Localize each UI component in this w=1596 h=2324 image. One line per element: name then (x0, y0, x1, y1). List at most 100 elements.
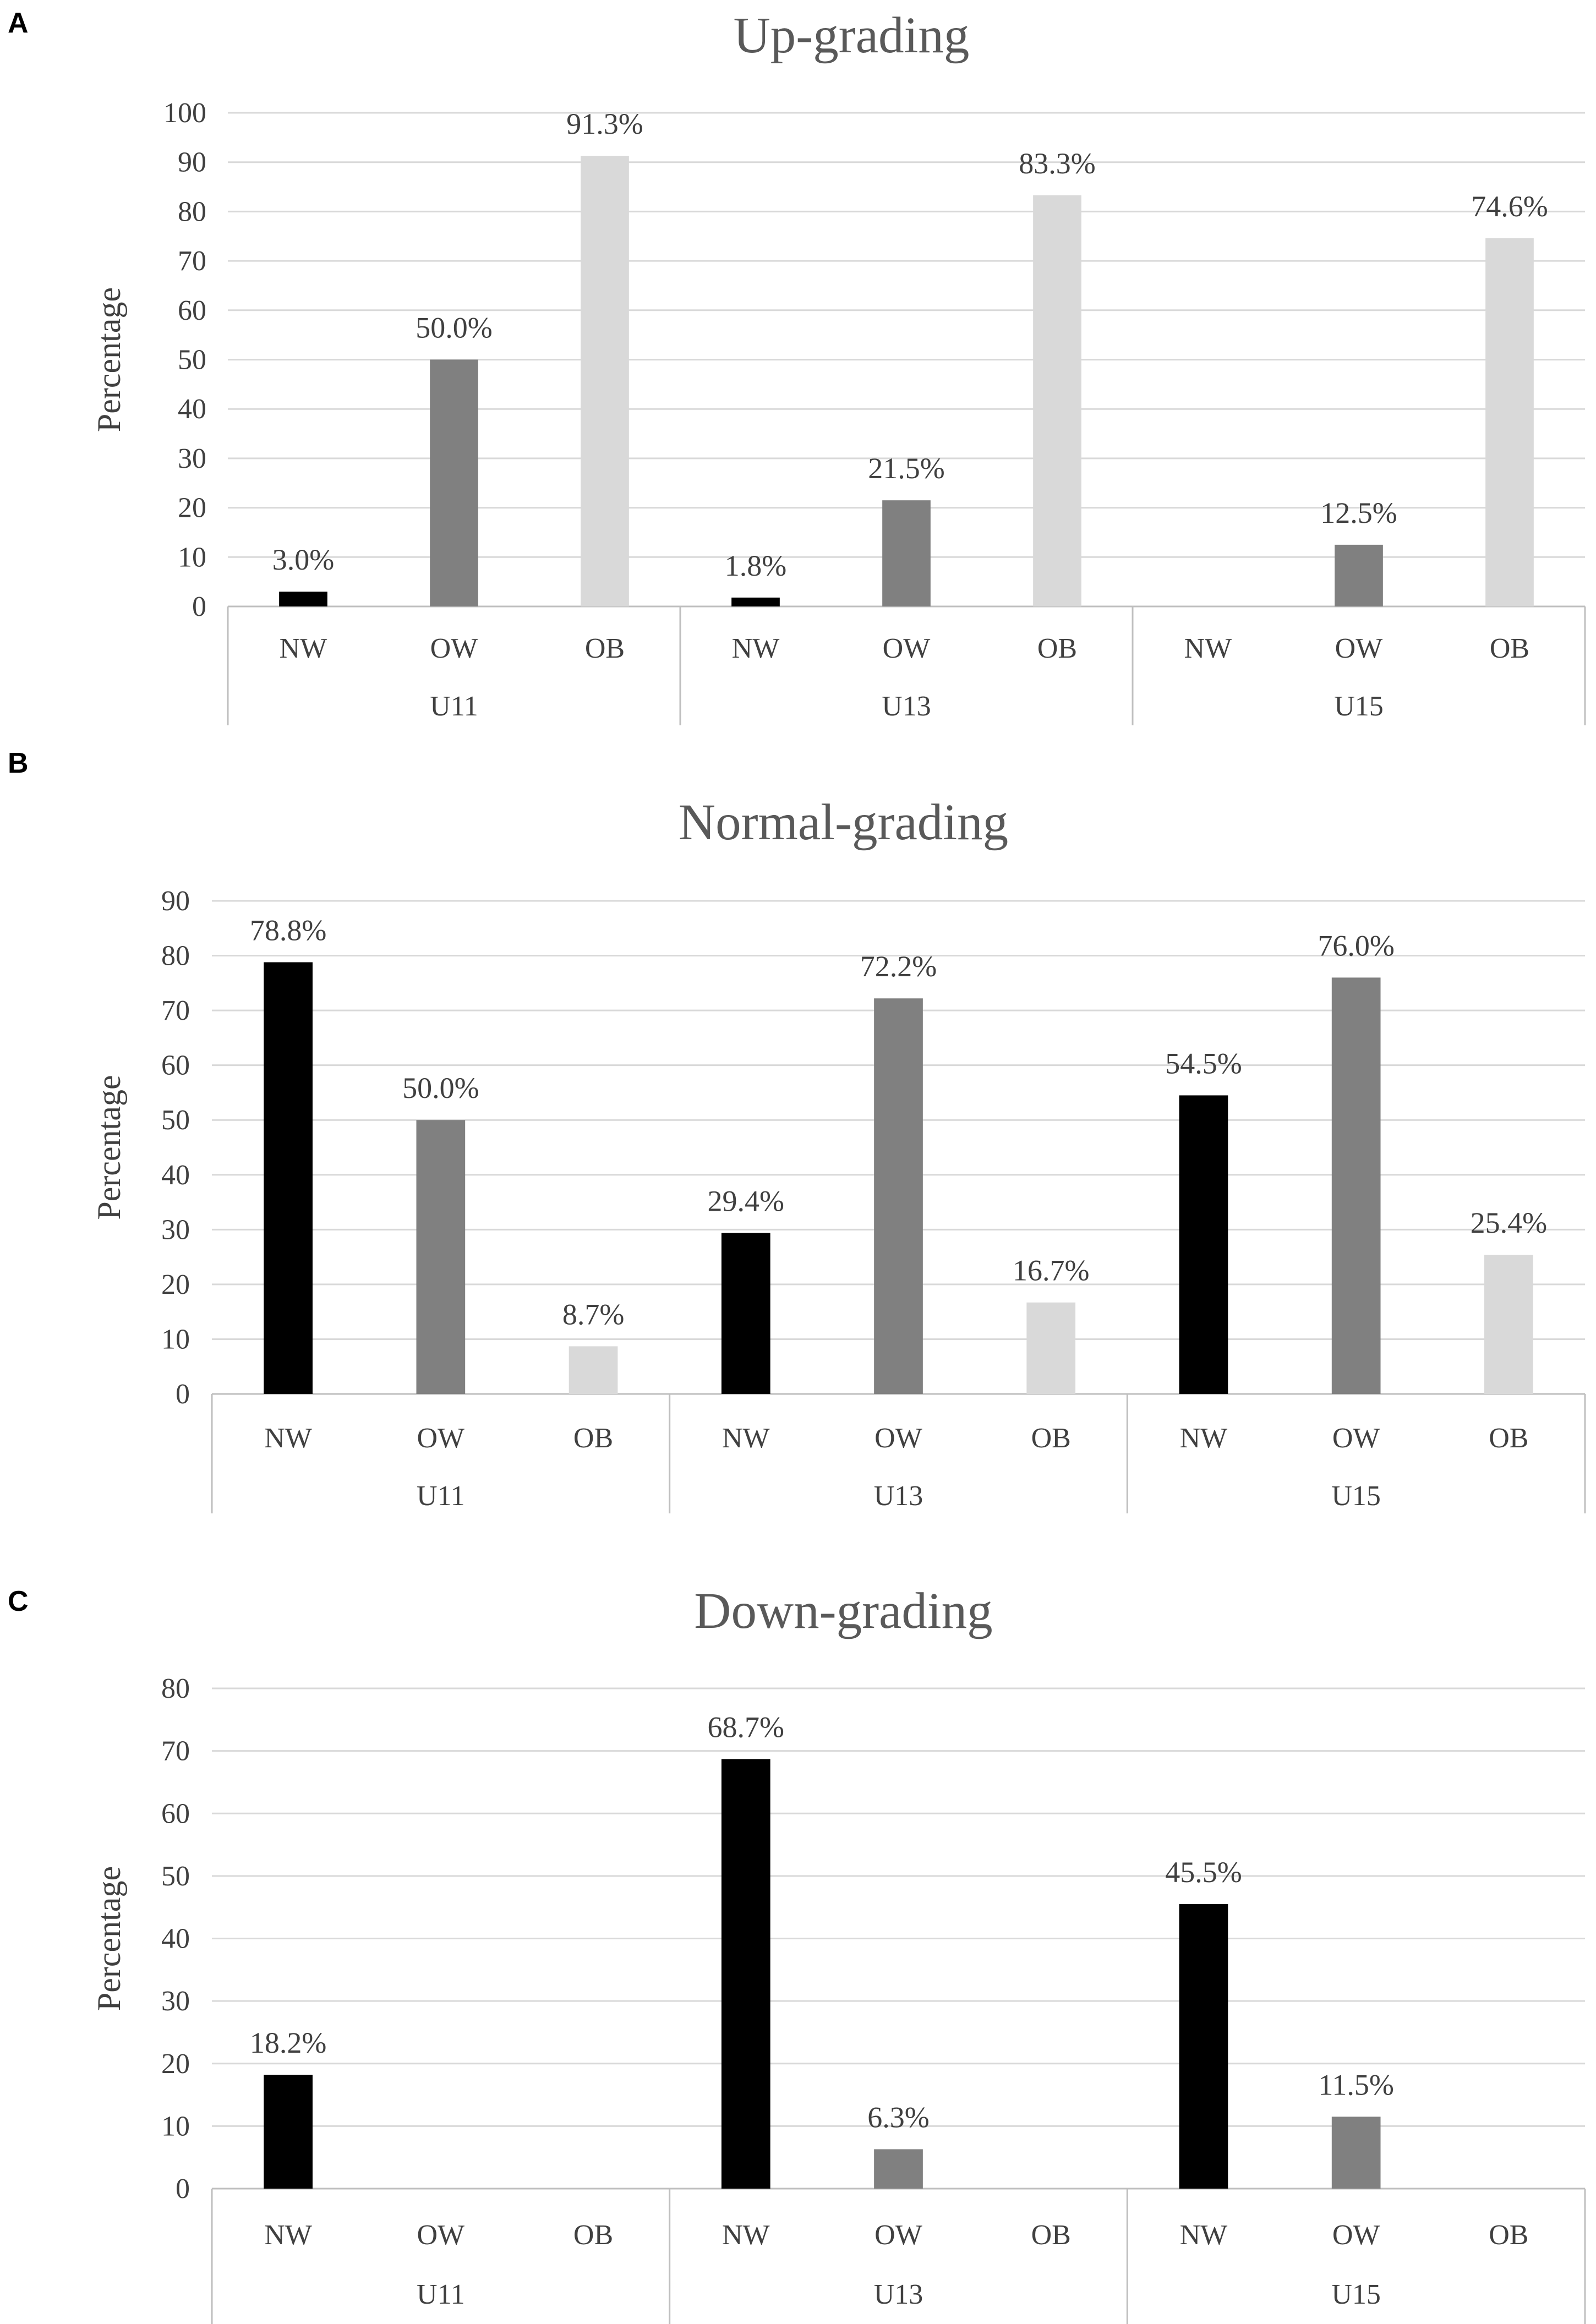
category-label: OB (1489, 2219, 1528, 2251)
bar (721, 1233, 770, 1394)
normal-grading-chart: Normal-grading Percentage 0 10 20 30 40 50 60 70 8… (91, 794, 1586, 1513)
category-label: OB (1489, 1423, 1528, 1454)
category-label: OW (1335, 633, 1383, 664)
data-label: 21.5% (868, 452, 944, 485)
category-label: NW (264, 2219, 312, 2251)
bar (279, 592, 327, 606)
group-label: U13 (882, 691, 931, 722)
panel-letter: A (8, 7, 29, 39)
category-label: OB (1031, 2219, 1071, 2251)
data-label: 68.7% (708, 1710, 784, 1743)
y-tick-label: 30 (161, 1986, 190, 2017)
panel-c: C Down-grading Percentage 0 10 20 30 40 50 60 70 8… (0, 1578, 1596, 2324)
category-label: OW (883, 633, 931, 664)
y-tick-label: 40 (161, 1923, 190, 1955)
category-label: NW (264, 1423, 312, 1454)
data-label: 78.8% (250, 914, 326, 947)
category-label: OB (1490, 633, 1529, 664)
category-label: OB (1037, 633, 1077, 664)
group-label: U11 (417, 2279, 465, 2310)
data-label: 18.2% (250, 2026, 326, 2059)
y-tick-label: 70 (161, 995, 190, 1026)
category-label: NW (1180, 1423, 1228, 1454)
y-tick-label: 60 (161, 1050, 190, 1081)
y-tick-label: 40 (161, 1160, 190, 1191)
y-axis-label: Percentage (91, 1866, 127, 2011)
bar (1335, 544, 1383, 606)
category-label: OB (573, 1423, 613, 1454)
panel-letter: C (8, 1585, 29, 1617)
data-label: 74.6% (1471, 190, 1548, 223)
y-tick-label: 70 (161, 1736, 190, 1767)
group-label: U11 (417, 1480, 465, 1512)
category-label: NW (1180, 2219, 1228, 2251)
y-tick-label: 90 (178, 147, 206, 178)
data-label: 91.3% (566, 107, 643, 140)
data-label: 6.3% (867, 2101, 929, 2134)
y-tick-label: 50 (161, 1104, 190, 1136)
y-tick-label: 90 (161, 885, 190, 917)
y-tick-label: 50 (178, 345, 206, 376)
y-tick-label: 60 (178, 295, 206, 326)
data-label: 54.5% (1165, 1047, 1242, 1080)
y-tick-label: 80 (161, 940, 190, 972)
y-tick-label: 50 (161, 1861, 190, 1892)
category-label: OW (874, 1423, 922, 1454)
y-tick-label: 10 (161, 1324, 190, 1355)
category-label: OW (417, 1423, 465, 1454)
bar (1331, 977, 1381, 1394)
data-label: 72.2% (860, 950, 937, 983)
bar (874, 2149, 923, 2189)
y-tick-label: 80 (161, 1673, 190, 1704)
data-label: 25.4% (1471, 1206, 1547, 1239)
y-tick-label: 80 (178, 196, 206, 227)
category-label: OW (1332, 1423, 1380, 1454)
category-label: NW (732, 633, 780, 664)
bar (581, 156, 629, 606)
chart-title: Normal-grading (679, 794, 1008, 851)
category-label: NW (722, 2219, 770, 2251)
y-tick-label: 60 (161, 1798, 190, 1829)
y-axis-label: Percentage (91, 287, 127, 432)
category-label: OB (573, 2219, 613, 2251)
bar (430, 359, 478, 606)
y-tick-label: 0 (176, 2173, 190, 2205)
y-tick-label: 20 (178, 493, 206, 524)
bar (1179, 1904, 1228, 2189)
chart-title: Up-grading (734, 7, 970, 64)
down-grading-chart: Down-grading Percentage 0 10 20 30 40 50 60 70 80 U… (91, 1583, 1586, 2324)
category-label: OB (1031, 1423, 1071, 1454)
group-label: U11 (430, 691, 478, 722)
group-label: U13 (874, 2279, 923, 2310)
y-tick-label: 100 (163, 97, 206, 129)
group-label: U15 (1331, 1480, 1381, 1512)
panel-letter: B (8, 747, 29, 779)
data-label: 3.0% (272, 543, 334, 576)
bar (569, 1346, 618, 1394)
data-label: 29.4% (708, 1184, 784, 1217)
bar (721, 1759, 770, 2189)
bar (264, 962, 313, 1394)
y-tick-label: 20 (161, 1269, 190, 1300)
bar (1485, 238, 1534, 606)
y-tick-label: 0 (192, 591, 206, 622)
data-label: 45.5% (1165, 1856, 1242, 1889)
y-tick-label: 70 (178, 245, 206, 277)
y-tick-label: 30 (161, 1214, 190, 1245)
group-label: U15 (1331, 2279, 1381, 2310)
data-label: 1.8% (725, 549, 786, 582)
data-label: 8.7% (562, 1298, 624, 1331)
y-tick-label: 10 (161, 2110, 190, 2142)
bar (731, 597, 780, 606)
data-label: 83.3% (1019, 147, 1095, 180)
panel-b: B Normal-grading Percentage 0 10 20 30 40 50 60 7… (0, 740, 1596, 1521)
y-tick-label: 10 (178, 542, 206, 573)
category-label: OW (417, 2219, 465, 2251)
category-label: OB (585, 633, 625, 664)
data-label: 76.0% (1318, 929, 1394, 962)
y-tick-label: 20 (161, 2048, 190, 2080)
category-label: NW (722, 1423, 770, 1454)
category-label: OW (430, 633, 478, 664)
data-label: 12.5% (1320, 496, 1397, 529)
category-label: NW (1184, 633, 1232, 664)
